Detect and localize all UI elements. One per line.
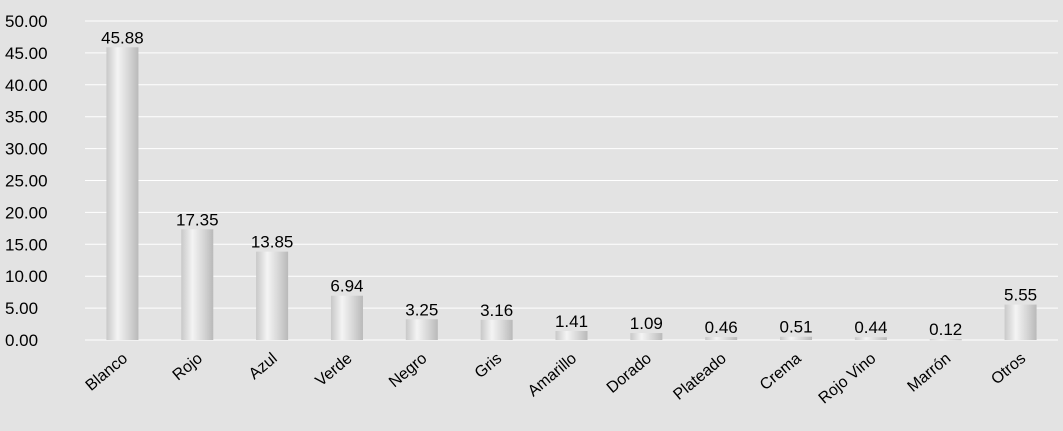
category-label: Negro (386, 350, 430, 391)
bar (780, 336, 813, 340)
y-axis: 0.00 5.00 10.00 15.00 20.00 25.00 30.00 35.00 40… (5, 12, 48, 350)
data-label: 3.25 (405, 300, 438, 319)
x-axis: Blanco Rojo Azul Verde Negro Gris Amarillo Dora… (83, 350, 1030, 408)
category-label: Otros (988, 350, 1029, 388)
data-label: 0.12 (929, 320, 962, 339)
data-label: 45.88 (101, 28, 144, 47)
category-label: Crema (757, 350, 805, 394)
bar (480, 319, 513, 340)
data-label: 13.85 (251, 233, 294, 252)
bars: 45.88 17.35 13.85 6.94 3.25 3.16 1.41 1.09 0.46 0… (101, 28, 1037, 341)
y-tick-label: 10.00 (5, 267, 48, 286)
y-tick-label: 25.00 (5, 172, 48, 191)
data-label: 1.41 (555, 312, 588, 331)
category-label: Azul (246, 350, 281, 383)
data-label: 0.51 (779, 318, 812, 337)
data-label: 0.46 (705, 318, 738, 337)
data-label: 0.44 (854, 318, 887, 337)
bar (929, 339, 962, 341)
category-label: Marrón (905, 350, 955, 396)
bar (555, 331, 588, 340)
category-label: Dorado (604, 350, 655, 397)
data-label: 3.16 (480, 301, 513, 320)
gridlines (85, 20, 1058, 341)
category-label: Rojo Vino (816, 350, 880, 407)
bar (630, 333, 663, 340)
category-label: Gris (472, 350, 505, 382)
y-tick-label: 30.00 (5, 140, 48, 159)
y-tick-label: 15.00 (5, 235, 48, 254)
category-label: Amarillo (525, 350, 580, 400)
bar (705, 337, 738, 340)
data-label: 5.55 (1004, 286, 1037, 305)
category-label: Verde (313, 350, 356, 390)
bar (405, 319, 438, 340)
y-tick-label: 50.00 (5, 12, 48, 31)
y-tick-label: 20.00 (5, 203, 48, 222)
bar (256, 251, 289, 340)
y-tick-label: 40.00 (5, 76, 48, 95)
category-label: Rojo (170, 350, 206, 384)
bar (181, 229, 214, 340)
y-tick-label: 45.00 (5, 44, 48, 63)
bar (1004, 304, 1037, 340)
bar (330, 295, 363, 340)
data-label: 1.09 (630, 314, 663, 333)
data-label: 6.94 (330, 277, 363, 296)
bar (854, 337, 887, 340)
bar (106, 47, 139, 341)
category-label: Plateado (670, 350, 729, 404)
y-tick-label: 0.00 (5, 331, 38, 350)
y-tick-label: 5.00 (5, 299, 38, 318)
data-label: 17.35 (176, 210, 219, 229)
category-label: Blanco (83, 350, 131, 395)
y-tick-label: 35.00 (5, 108, 48, 127)
